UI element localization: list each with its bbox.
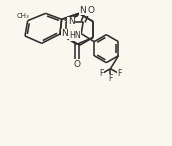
Text: O: O bbox=[73, 60, 80, 69]
Text: N: N bbox=[80, 6, 86, 15]
Text: HN: HN bbox=[69, 31, 81, 40]
Text: N: N bbox=[68, 17, 75, 26]
Text: CH₃: CH₃ bbox=[16, 13, 29, 19]
Text: O: O bbox=[88, 6, 95, 15]
Text: F: F bbox=[117, 69, 121, 78]
Text: F: F bbox=[108, 74, 113, 83]
Text: N: N bbox=[62, 29, 68, 39]
Text: F: F bbox=[100, 69, 104, 78]
